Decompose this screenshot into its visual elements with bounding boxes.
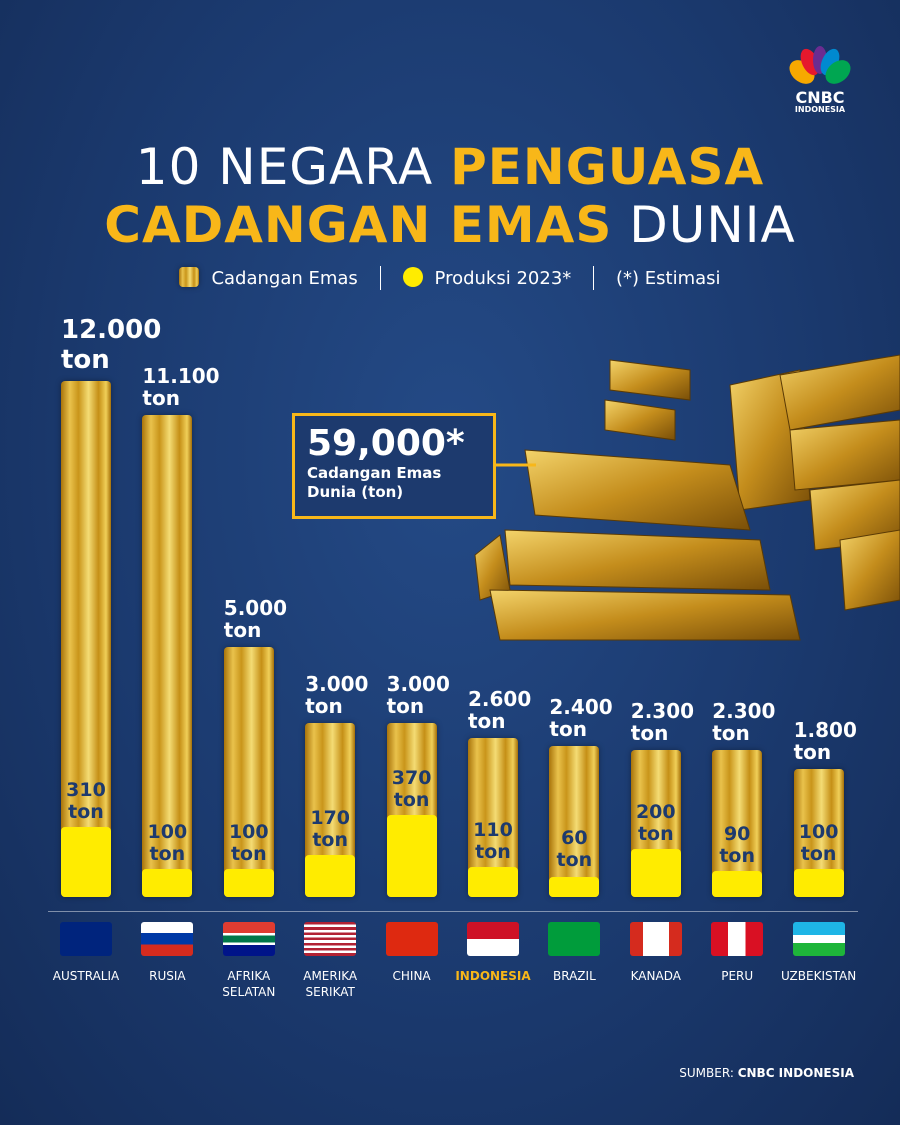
reserve-bar xyxy=(223,647,274,897)
production-label: 60 ton xyxy=(556,827,593,871)
chart-title: 10 NEGARA PENGUASA CADANGAN EMAS DUNIA xyxy=(0,138,900,254)
category-label: AUSTRALIA xyxy=(52,969,120,983)
logo-sub: INDONESIA xyxy=(794,105,846,114)
reserve-label: 3.000 ton xyxy=(386,672,450,718)
reserve-label: 2.400 ton xyxy=(549,694,613,741)
callout-text: Cadangan Emas Dunia (ton) xyxy=(307,464,442,501)
title-part: 10 NEGARA xyxy=(135,138,451,196)
source: SUMBER: CNBC INDONESIA xyxy=(679,1066,854,1080)
source-name: CNBC INDONESIA xyxy=(737,1066,854,1080)
reserve-bar xyxy=(549,745,600,897)
production-bar xyxy=(223,869,274,897)
production-bar xyxy=(61,827,111,897)
category-label: RUSIA xyxy=(149,969,186,983)
production-bar xyxy=(305,855,356,897)
callout-value: 59,000* xyxy=(307,423,465,464)
category-label: CHINA xyxy=(392,969,431,983)
production-label: 100 ton xyxy=(147,821,188,865)
flag xyxy=(629,922,682,956)
reserve-label: 3.000 ton xyxy=(305,672,369,718)
reserve-label: 5.000 ton xyxy=(223,596,288,642)
flag xyxy=(711,922,764,956)
production-bar xyxy=(142,869,193,897)
legend: Cadangan Emas Produksi 2023* (*) Estimas… xyxy=(0,266,900,290)
production-label: 170 ton xyxy=(310,807,351,851)
legend-item: Produksi 2023* xyxy=(402,267,578,289)
legend-text: Cadangan Emas xyxy=(211,268,358,289)
reserve-label: 1.800 ton xyxy=(793,717,857,764)
legend-text: Produksi 2023* xyxy=(434,268,572,289)
reserve-label: 11.100 ton xyxy=(142,364,220,411)
production-bar xyxy=(549,877,600,897)
production-label: 200 ton xyxy=(635,801,676,845)
production-bar xyxy=(793,869,844,897)
peacock-icon xyxy=(789,46,851,84)
flag xyxy=(467,922,519,956)
category-label: AMERIKA SERIKAT xyxy=(303,969,358,999)
category-label: INDONESIA xyxy=(455,969,531,983)
callout: 59,000* Cadangan Emas Dunia (ton) xyxy=(292,413,496,519)
reserve-label: 2.300 ton xyxy=(630,698,695,745)
title-part: CADANGAN EMAS xyxy=(104,196,613,254)
category-label: KANADA xyxy=(630,969,681,983)
flag xyxy=(304,922,357,956)
title-part: PENGUASA xyxy=(450,138,765,196)
flag xyxy=(548,922,601,956)
category-label: UZBEKISTAN xyxy=(780,969,857,983)
title-part: DUNIA xyxy=(612,196,796,254)
flag xyxy=(385,922,438,956)
flag xyxy=(792,922,845,956)
gold-bars-illustration xyxy=(474,354,900,641)
category-label: PERU xyxy=(721,969,754,983)
production-bar xyxy=(386,815,437,897)
reserve-label: 2.600 ton xyxy=(468,687,532,734)
reserve-bar xyxy=(142,415,193,897)
production-bar xyxy=(712,871,763,897)
category-label: BRAZIL xyxy=(553,969,596,983)
source-label: SUMBER: xyxy=(679,1066,734,1080)
production-label: 370 ton xyxy=(391,767,432,811)
legend-note: (*) Estimasi xyxy=(616,268,721,289)
flag xyxy=(222,922,275,956)
production-label: 110 ton xyxy=(473,819,513,863)
reserve-label: 12.000 ton xyxy=(61,315,162,375)
flag xyxy=(60,922,112,956)
production-label: 100 ton xyxy=(798,821,839,865)
baseline-separator xyxy=(48,911,858,912)
legend-item: Cadangan Emas xyxy=(179,267,363,289)
production-bar xyxy=(468,867,518,897)
production-bar xyxy=(630,849,681,897)
production-label: 100 ton xyxy=(228,821,269,865)
callout-connector xyxy=(496,463,536,467)
logo-text: CNBC xyxy=(795,88,845,107)
production-label: 310 ton xyxy=(66,779,106,823)
flag xyxy=(141,922,194,956)
production-label: 90 ton xyxy=(719,823,756,867)
logo: CNBC INDONESIA xyxy=(784,46,856,114)
reserve-label: 2.300 ton xyxy=(712,698,776,745)
reserve-bar xyxy=(61,381,111,897)
category-label: AFRIKA SELATAN xyxy=(222,969,276,999)
